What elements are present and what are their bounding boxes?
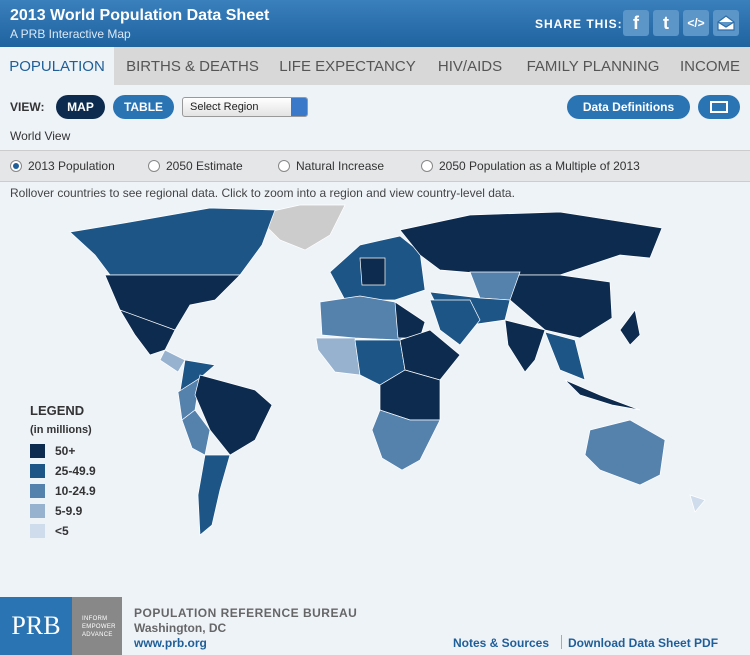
radio-option[interactable]: 2050 Estimate — [148, 159, 243, 173]
tagline-word: INFORM — [82, 616, 108, 622]
tab[interactable]: BIRTHS & DEATHS — [126, 58, 259, 75]
legend-swatch — [30, 504, 45, 518]
title: 2013 World Population Data Sheet — [10, 7, 270, 24]
legend-label: 25-49.9 — [55, 464, 96, 478]
radio-label: 2050 Estimate — [166, 159, 243, 173]
tab[interactable]: HIV/AIDS — [437, 58, 503, 75]
view-title: World View — [10, 129, 71, 143]
map-button[interactable]: MAP — [56, 95, 105, 119]
radio-option[interactable]: 2050 Population as a Multiple of 2013 — [421, 159, 640, 173]
instructions: Rollover countries to see regional data.… — [10, 186, 515, 200]
subtitle: A PRB Interactive Map — [10, 27, 131, 41]
radio-label: 2050 Population as a Multiple of 2013 — [439, 159, 640, 173]
radio-label: Natural Increase — [296, 159, 385, 173]
logo: PRB — [0, 597, 72, 655]
legend-label: <5 — [55, 524, 69, 538]
radio-option[interactable]: Natural Increase — [278, 159, 384, 173]
radio-option[interactable]: 2013 Population — [10, 159, 115, 173]
legend-swatch — [30, 444, 45, 458]
share-label: SHARE THIS: — [535, 17, 623, 31]
tab[interactable]: LIFE EXPECTANCY — [279, 58, 416, 75]
view-label: VIEW: — [10, 100, 45, 114]
definitions-button[interactable]: Data Definitions — [567, 95, 690, 119]
legend-title: LEGEND — [30, 403, 85, 418]
tagline: INFORM EMPOWER ADVANCE — [72, 597, 122, 655]
legend-label: 10-24.9 — [55, 484, 96, 498]
legend-swatch — [30, 484, 45, 498]
city: Washington, DC — [134, 621, 227, 635]
legend-item: 25-49.9 — [30, 464, 96, 478]
region-select[interactable]: Select Region — [182, 97, 308, 117]
legend-item: 10-24.9 — [30, 484, 96, 498]
legend: 50+ 25-49.9 10-24.9 5-9.9 <5 — [30, 444, 150, 544]
share-icon[interactable]: t — [653, 10, 679, 36]
notes-link[interactable]: Notes & Sources — [453, 636, 550, 650]
radio-row: 2013 Population 2050 Estimate Natural Incr… — [0, 150, 750, 182]
url[interactable]: www.prb.org — [134, 636, 207, 650]
header: 2013 World Population Data Sheet A PRB I… — [0, 0, 750, 47]
share-icon[interactable]: f — [623, 10, 649, 36]
legend-item: 5-9.9 — [30, 504, 82, 518]
legend-item: 50+ — [30, 444, 75, 458]
tab-bar: POPULATION BIRTHS & DEATHS LIFE EXPECTANCY… — [0, 47, 750, 85]
tagline-word: EMPOWER — [82, 624, 116, 630]
legend-subtitle: (in millions) — [30, 424, 92, 436]
legend-swatch — [30, 524, 45, 538]
world-map[interactable] — [0, 200, 750, 595]
tab[interactable]: FAMILY PLANNING — [526, 58, 660, 75]
tab[interactable]: POPULATION — [0, 47, 114, 85]
legend-label: 5-9.9 — [55, 504, 83, 518]
download-link[interactable]: Download Data Sheet PDF — [568, 636, 719, 650]
table-button[interactable]: TABLE — [113, 95, 174, 119]
tagline-word: ADVANCE — [82, 632, 113, 638]
legend-label: 50+ — [55, 444, 76, 458]
footer: PRB INFORM EMPOWER ADVANCE POPULATION REFE… — [0, 597, 750, 655]
select-text: Select Region — [190, 101, 259, 113]
radio-label: 2013 Population — [28, 159, 115, 173]
legend-item: <5 — [30, 524, 69, 538]
tab[interactable]: INCOME — [680, 58, 740, 75]
email-icon[interactable] — [713, 10, 739, 36]
org-name: POPULATION REFERENCE BUREAU — [134, 606, 358, 620]
legend-swatch — [30, 464, 45, 478]
fullscreen-button[interactable] — [698, 95, 740, 119]
share-icon[interactable]: </> — [683, 10, 709, 36]
